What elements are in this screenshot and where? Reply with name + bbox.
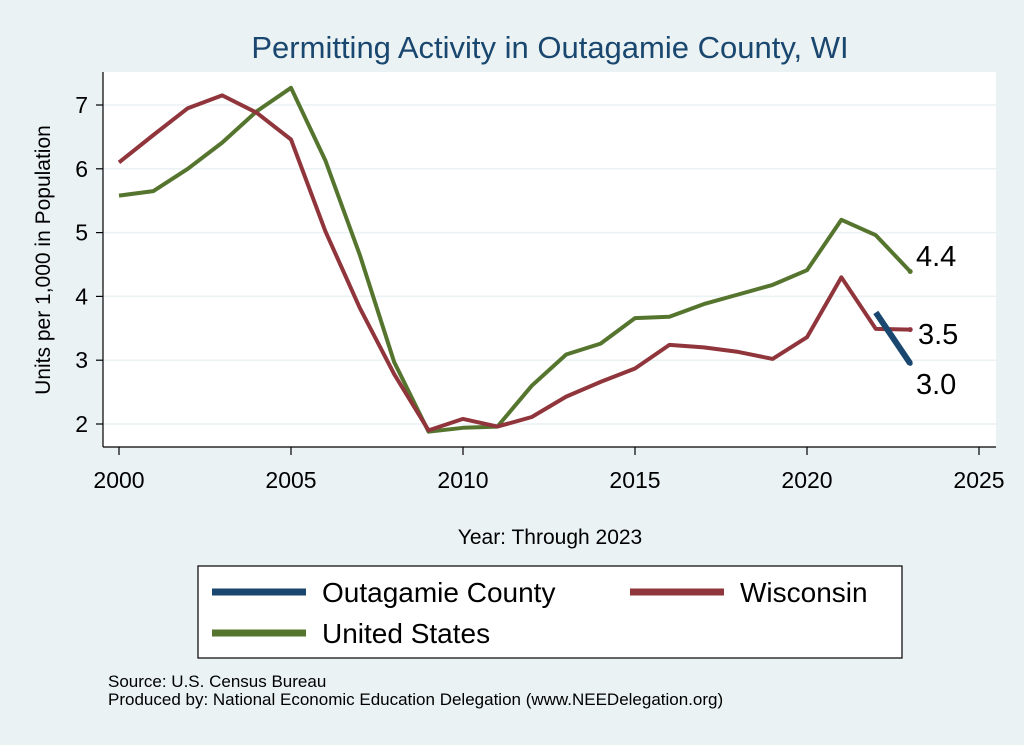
plot-area — [103, 72, 996, 447]
y-tick-label: 6 — [75, 156, 88, 182]
y-tick-label: 5 — [75, 220, 88, 246]
y-axis-label: Units per 1,000 in Population — [32, 125, 55, 395]
end-point-outagamie-county — [907, 360, 913, 366]
legend-label-wisconsin: Wisconsin — [740, 577, 868, 608]
produced-by-note: Produced by: National Economic Education… — [108, 690, 724, 709]
legend-box — [197, 565, 903, 659]
axes: 2 3 4 5 6 7 2000 2005 2010 2015 2020 2025 — [75, 72, 1005, 493]
end-labels: 3.0 3.5 4.4 — [907, 241, 958, 401]
series-lines — [117, 85, 913, 434]
end-label-outagamie-county: 3.0 — [916, 369, 956, 401]
x-axis-label: Year: Through 2023 — [458, 526, 643, 549]
x-tick-label: 2005 — [265, 467, 316, 493]
y-tick-label: 7 — [75, 92, 88, 118]
x-tick-label: 2015 — [609, 467, 660, 493]
x-tick-label: 2000 — [93, 467, 144, 493]
grid-lines — [103, 104, 996, 425]
y-tick-label: 4 — [75, 283, 88, 309]
x-tick-label: 2020 — [781, 467, 832, 493]
x-tick-label: 2010 — [437, 467, 488, 493]
legend: Outagamie County Wisconsin United States — [197, 565, 903, 659]
series-line-outagamie-county — [873, 310, 913, 366]
end-label-united-states: 4.4 — [916, 241, 956, 273]
chart-title: Permitting Activity in Outagamie County,… — [251, 30, 848, 65]
end-point-wisconsin — [907, 327, 913, 333]
source-note: Source: U.S. Census Bureau — [108, 672, 327, 691]
y-tick-label: 2 — [75, 411, 88, 437]
end-label-wisconsin: 3.5 — [918, 319, 958, 351]
y-tick-label: 3 — [75, 347, 88, 373]
legend-label-outagamie-county: Outagamie County — [322, 577, 555, 608]
series-line-wisconsin — [117, 93, 911, 433]
x-tick-label: 2025 — [953, 467, 1004, 493]
series-line-united-states — [118, 85, 912, 434]
legend-label-united-states: United States — [322, 618, 490, 649]
end-point-united-states — [907, 269, 913, 275]
